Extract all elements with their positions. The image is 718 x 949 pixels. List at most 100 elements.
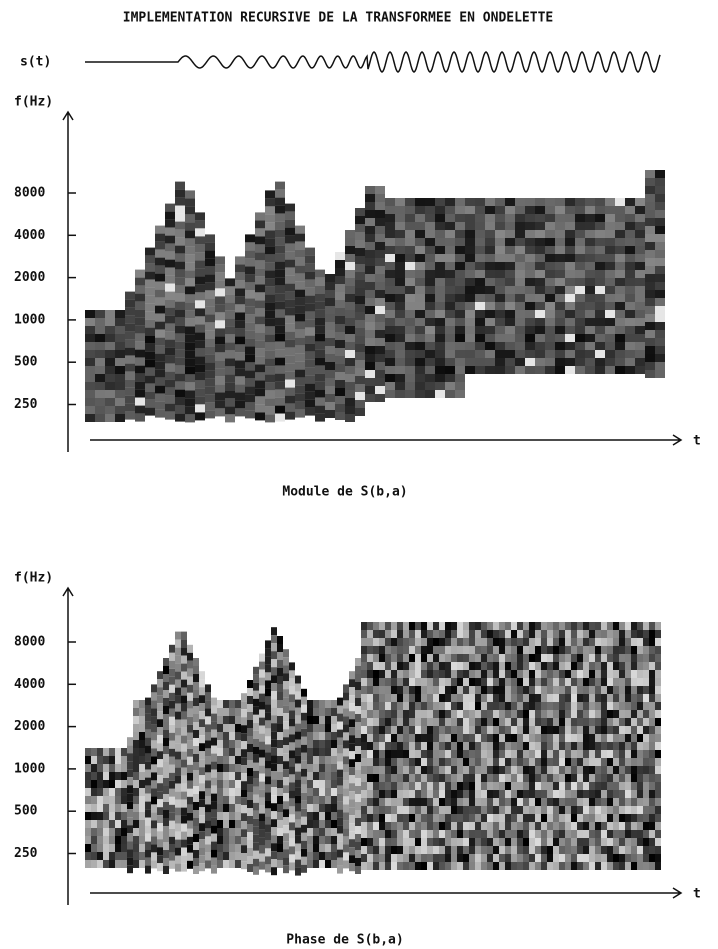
- scalogram-cell: [517, 774, 523, 782]
- scalogram-cell: [405, 278, 415, 286]
- tick-label: 500: [14, 804, 38, 819]
- scalogram-cell: [85, 334, 95, 342]
- scalogram-cell: [195, 404, 205, 413]
- scalogram-cell: [235, 836, 241, 844]
- scalogram-cell: [637, 622, 643, 630]
- scalogram-cell: [315, 277, 325, 286]
- scalogram-cell: [205, 740, 211, 749]
- scalogram-cell: [505, 862, 511, 870]
- scalogram-cell: [169, 708, 175, 717]
- scalogram-cell: [433, 726, 439, 734]
- scalogram-cell: [655, 662, 661, 670]
- scalogram-cell: [373, 798, 379, 806]
- scalogram-cell: [571, 862, 577, 870]
- scalogram-cell: [155, 257, 165, 266]
- scalogram-cell: [547, 678, 553, 686]
- scalogram-cell: [395, 262, 405, 270]
- scalogram-cell: [455, 222, 465, 230]
- scalogram-cell: [547, 846, 553, 854]
- scalogram-cell: [535, 366, 545, 374]
- scalogram-cell: [457, 702, 463, 710]
- scalogram-cell: [391, 662, 397, 670]
- scalogram-cell: [415, 286, 425, 294]
- scalogram-cell: [277, 756, 283, 764]
- scalogram-cell: [115, 860, 121, 868]
- scalogram-cell: [193, 682, 199, 690]
- scalogram-cell: [325, 852, 331, 860]
- scalogram-cell: [385, 638, 391, 646]
- scalogram-cell: [211, 769, 217, 778]
- scalogram-cell: [535, 854, 541, 862]
- scalogram-cell: [465, 358, 475, 366]
- scalogram-cell: [151, 820, 157, 829]
- scalogram-cell: [205, 338, 215, 347]
- scalogram-cell: [403, 830, 409, 838]
- scalogram-cell: [577, 654, 583, 662]
- scalogram-cell: [245, 258, 255, 267]
- scalogram-cell: [187, 708, 193, 717]
- scalogram-cell: [523, 806, 529, 814]
- scalogram-cell: [345, 254, 355, 262]
- scalogram-cell: [301, 840, 307, 849]
- scalogram-cell: [373, 726, 379, 734]
- scalogram-cell: [355, 730, 361, 738]
- scalogram-cell: [595, 238, 605, 246]
- scalogram-cell: [601, 686, 607, 694]
- scalogram-cell: [355, 352, 365, 360]
- scalogram-cell: [583, 630, 589, 638]
- scalogram-cell: [595, 654, 601, 662]
- scalogram-cell: [517, 766, 523, 774]
- scalogram-cell: [289, 670, 295, 679]
- scalogram-cell: [289, 726, 295, 735]
- scalogram-cell: [631, 774, 637, 782]
- scalogram-cell: [247, 688, 253, 696]
- scalogram-cell: [247, 768, 253, 776]
- scalogram-cell: [601, 702, 607, 710]
- scalogram-cell: [115, 756, 121, 764]
- scalogram-cell: [195, 260, 205, 269]
- scalogram-cell: [319, 828, 325, 836]
- scalogram-cell: [445, 350, 455, 358]
- scalogram-cell: [215, 304, 225, 313]
- scalogram-cell: [481, 846, 487, 854]
- scalogram-cell: [435, 358, 445, 366]
- scalogram-cell: [649, 654, 655, 662]
- scalogram-cell: [585, 214, 595, 222]
- scalogram-cell: [245, 282, 255, 291]
- scalogram-cell: [487, 702, 493, 710]
- scalogram-cell: [135, 277, 145, 286]
- scalogram-cell: [445, 806, 451, 814]
- scalogram-cell: [295, 409, 305, 418]
- scalogram-cell: [325, 708, 331, 716]
- scalogram-cell: [283, 825, 289, 834]
- scalogram-cell: [525, 294, 535, 302]
- scalogram-cell: [455, 358, 465, 366]
- scalogram-cell: [285, 203, 295, 212]
- scalogram-cell: [463, 758, 469, 766]
- scalogram-cell: [193, 802, 199, 810]
- scalogram-cell: [235, 812, 241, 820]
- scalogram-cell: [397, 846, 403, 854]
- scalogram-cell: [337, 769, 343, 778]
- scalogram-cell: [493, 790, 499, 798]
- scalogram-cell: [235, 788, 241, 796]
- scalogram-cell: [409, 838, 415, 846]
- scalogram-cell: [397, 726, 403, 734]
- scalogram-cell: [451, 838, 457, 846]
- scalogram-cell: [559, 638, 565, 646]
- scalogram-cell: [523, 838, 529, 846]
- scalogram-cell: [475, 206, 485, 214]
- scalogram-cell: [433, 838, 439, 846]
- scalogram-cell: [127, 737, 133, 746]
- scalogram-cell: [271, 667, 277, 676]
- scalogram-cell: [409, 854, 415, 862]
- scalogram-cell: [355, 320, 365, 328]
- scalogram-cell: [145, 295, 155, 304]
- scalogram-cell: [135, 349, 145, 358]
- scalogram-cell: [595, 358, 605, 366]
- scalogram-cell: [631, 854, 637, 862]
- scalogram-cell: [565, 654, 571, 662]
- scalogram-cell: [313, 756, 319, 764]
- scalogram-cell: [307, 708, 313, 716]
- scalogram-cell: [185, 382, 195, 391]
